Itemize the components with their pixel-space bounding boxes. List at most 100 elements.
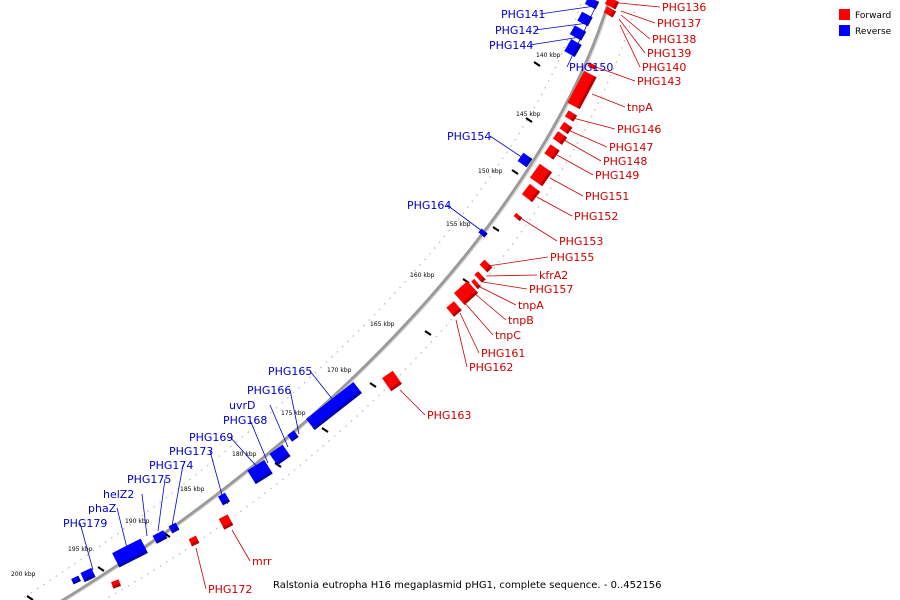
leader-line: [455, 319, 468, 368]
forward-gene-label-phg149[interactable]: PHG149: [595, 169, 639, 182]
forward-gene-label-tnpb[interactable]: tnpB: [508, 314, 534, 327]
forward-gene-label-mrr[interactable]: mrr: [252, 555, 272, 568]
map-caption: Ralstonia eutropha H16 megaplasmid pHG1,…: [273, 580, 661, 591]
tick-label: 195 kbp: [68, 546, 93, 553]
leader-line: [536, 196, 573, 217]
leader-line: [487, 256, 549, 267]
leader-line: [534, 22, 589, 31]
forward-gene-label-phg153[interactable]: PHG153: [559, 235, 603, 248]
forward-gene-label-phg140[interactable]: PHG140: [642, 61, 686, 74]
forward-gene-block: [479, 259, 493, 273]
forward-gene-label-phg161[interactable]: PHG161: [481, 347, 525, 360]
forward-gene-label-tnpc[interactable]: tnpC: [495, 329, 521, 342]
forward-gene-block: [218, 514, 234, 530]
leader-line: [529, 36, 581, 46]
forward-gene-label-phg147[interactable]: PHG147: [609, 141, 653, 154]
leader-line: [591, 93, 626, 108]
legend-reverse-label: Reverse: [855, 27, 892, 37]
reverse-gene-label-phg175[interactable]: PHG175: [127, 473, 171, 486]
leader-line: [116, 507, 128, 549]
leader-line: [620, 10, 656, 24]
tick-label: 170 kbp: [327, 367, 352, 374]
forward-gene-label-tnpa[interactable]: tnpA: [518, 299, 544, 312]
forward-gene-label-phg155[interactable]: PHG155: [550, 251, 594, 264]
forward-gene-label-phg138[interactable]: PHG138: [652, 33, 696, 46]
reverse-gene-label-phg141[interactable]: PHG141: [501, 8, 545, 21]
tick-mark: [533, 61, 541, 67]
leader-line: [171, 464, 184, 527]
tick-mark: [424, 330, 432, 336]
reverse-gene-label-phg154[interactable]: PHG154: [447, 130, 491, 143]
reverse-gene-label-phg142[interactable]: PHG142: [495, 24, 539, 37]
tick-mark: [525, 117, 533, 123]
forward-gene-label-phg146[interactable]: PHG146: [617, 123, 661, 136]
leader-line: [482, 281, 528, 290]
tick-label: 155 kbp: [446, 221, 471, 228]
leader-line: [249, 419, 269, 464]
forward-gene-block: [604, 0, 620, 10]
tick-label: 160 kbp: [410, 272, 435, 279]
forward-gene-block: [474, 271, 486, 283]
reverse-gene-block: [269, 444, 291, 466]
backbone-arc: [60, 0, 611, 600]
reverse-gene-label-phg166[interactable]: PHG166: [247, 384, 291, 397]
forward-gene-block: [111, 579, 121, 589]
reverse-gene-label-phg164[interactable]: PHG164: [407, 199, 451, 212]
leader-line: [209, 450, 223, 496]
forward-gene-label-kfra2[interactable]: kfrA2: [539, 269, 568, 282]
forward-gene-label-phg172[interactable]: PHG172: [208, 583, 252, 596]
reverse-gene-label-phg174[interactable]: PHG174: [149, 459, 193, 472]
forward-gene-label-phg136[interactable]: PHG136: [662, 1, 706, 14]
forward-gene-block: [603, 6, 617, 18]
forward-gene-label-phg143[interactable]: PHG143: [637, 75, 681, 88]
forward-gene-label-phg152[interactable]: PHG152: [574, 210, 618, 223]
forward-gene-label-phg163[interactable]: PHG163: [427, 409, 471, 422]
tick-label: 165 kbp: [370, 321, 395, 328]
leader-line: [618, 18, 646, 54]
leader-line: [539, 5, 596, 15]
reverse-gene-label-phaz[interactable]: phaZ: [88, 502, 117, 515]
forward-gene-label-phg162[interactable]: PHG162: [469, 361, 513, 374]
forward-gene-label-phg151[interactable]: PHG151: [585, 190, 629, 203]
outer-track: [102, 0, 638, 600]
leader-group: [79, 2, 661, 590]
forward-gene-label-phg139[interactable]: PHG139: [647, 47, 691, 60]
tick-mark: [274, 462, 282, 468]
reverse-gene-label-helz2[interactable]: helZ2: [103, 488, 134, 501]
reverse-gene-label-uvrd[interactable]: uvrD: [229, 399, 255, 412]
forward-gene-label-phg148[interactable]: PHG148: [603, 155, 647, 168]
reverse-gene-label-phg179[interactable]: PHG179: [63, 517, 107, 530]
reverse-gene-block: [80, 567, 96, 583]
reverse-gene-label-phg173[interactable]: PHG173: [169, 445, 213, 458]
reverse-gene-label-phg150[interactable]: PHG150: [569, 61, 613, 74]
forward-gene-label-phg157[interactable]: PHG157: [529, 283, 573, 296]
reverse-gene-label-phg144[interactable]: PHG144: [489, 39, 533, 52]
legend-reverse-swatch: [839, 25, 850, 36]
leader-line: [566, 5, 597, 68]
tick-label: 185 kbp: [180, 486, 205, 493]
tick-mark: [26, 595, 34, 600]
leader-line: [195, 547, 207, 590]
reverse-gene-label-phg169[interactable]: PHG169: [189, 431, 233, 444]
reverse-gene-block: [306, 382, 362, 430]
reverse-gene-block: [71, 575, 81, 585]
forward-gene-block: [513, 212, 523, 222]
reverse-gene-block: [247, 459, 273, 485]
forward-gene-label-phg137[interactable]: PHG137: [657, 17, 701, 30]
reverse-gene-block: [218, 492, 230, 506]
forward-gene-label-tnpa[interactable]: tnpA: [627, 101, 653, 114]
leader-line: [620, 14, 651, 40]
leader-line: [618, 2, 661, 8]
leader-line: [399, 389, 426, 416]
reverse-gene-label-phg165[interactable]: PHG165: [268, 365, 312, 378]
leader-line: [595, 66, 636, 82]
leader-line: [489, 135, 524, 159]
leader-line: [157, 478, 166, 532]
leader-line: [459, 312, 480, 354]
reverse-gene-label-phg168[interactable]: PHG168: [223, 414, 267, 427]
legend-forward-label: Forward: [855, 11, 891, 21]
tick-mark: [511, 169, 519, 175]
legend: Forward Reverse: [839, 9, 892, 37]
